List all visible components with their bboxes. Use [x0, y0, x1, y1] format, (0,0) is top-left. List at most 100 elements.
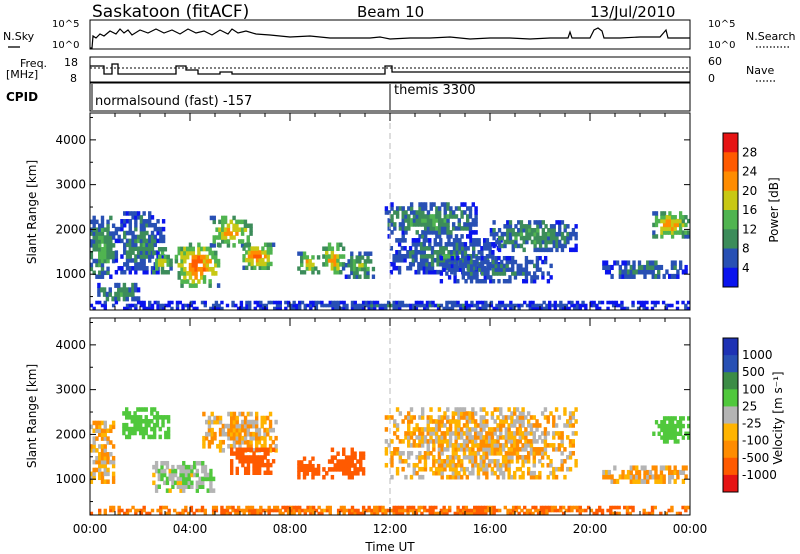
power-echo-cell	[221, 223, 225, 229]
power-echo-cell	[549, 224, 554, 229]
power-echo-cell	[536, 224, 540, 229]
power-echo-cell	[514, 303, 519, 308]
velocity-echo-cell	[218, 443, 223, 449]
power-echo-cell	[148, 242, 152, 248]
velocity-echo-cell	[241, 411, 245, 417]
power-echo-cell	[164, 303, 169, 308]
power-echo-cell	[242, 306, 246, 311]
power-echo-cell	[202, 266, 207, 272]
power-echo-cell	[131, 282, 135, 288]
velocity-echo-cell	[426, 439, 430, 444]
power-echo-cell	[602, 264, 606, 271]
power-echo-cell	[456, 255, 460, 261]
velocity-echo-cell	[496, 458, 500, 464]
power-echo-cell	[646, 264, 650, 271]
power-echo-cell	[128, 242, 132, 248]
velocity-echo-cell	[89, 475, 94, 481]
power-echo-cell	[363, 259, 367, 264]
power-echo-cell	[431, 303, 435, 308]
power-echo-cell	[214, 258, 218, 264]
power-echo-cell	[142, 254, 146, 259]
velocity-echo-cell	[375, 511, 380, 516]
power-echo-cell	[536, 306, 541, 311]
velocity-echo-cell	[309, 505, 313, 510]
power-echo-cell	[681, 215, 685, 220]
power-echo-cell	[469, 259, 474, 265]
velocity-echo-cell	[95, 448, 99, 453]
velocity-echo-cell	[535, 423, 539, 428]
velocity-echo-cell	[235, 439, 239, 445]
power-echo-cell	[544, 247, 548, 253]
power-echo-cell	[437, 218, 442, 223]
power-echo-cell	[214, 303, 219, 308]
power-echo-cell	[568, 247, 573, 253]
velocity-echo-cell	[515, 419, 520, 424]
velocity-echo-cell	[643, 478, 647, 484]
velocity-echo-cell	[203, 468, 208, 474]
power-echo-cell	[229, 219, 233, 225]
velocity-echo-cell	[210, 439, 214, 445]
power-echo-cell	[478, 300, 482, 305]
power-echo-cell	[527, 235, 532, 241]
power-echo-cell	[509, 303, 513, 308]
power-echo-cell	[273, 306, 277, 311]
velocity-echo-cell	[668, 423, 672, 429]
power-echo-cell	[358, 259, 362, 264]
power-echo-cell	[114, 250, 119, 255]
power-echo-cell	[188, 242, 193, 248]
power-echo-cell	[429, 226, 433, 231]
power-echo-cell	[325, 262, 329, 267]
velocity-echo-cell	[381, 508, 385, 513]
power-echo-cell	[517, 243, 521, 249]
power-echo-cell	[269, 261, 273, 267]
velocity-echo-cell	[109, 424, 113, 430]
velocity-echo-cell	[496, 439, 500, 444]
power-echo-cell	[397, 253, 402, 259]
velocity-echo-cell	[263, 462, 267, 468]
power-echo-cell	[253, 254, 257, 259]
power-echo-cell	[637, 269, 642, 275]
power-echo-cell	[142, 266, 146, 271]
power-echo-cell	[131, 296, 135, 302]
velocity-echo-cell	[234, 508, 238, 513]
velocity-echo-cell	[490, 470, 495, 476]
velocity-echo-cell	[485, 431, 489, 436]
power-echo-cell	[134, 246, 138, 251]
velocity-echo-cell	[266, 427, 270, 433]
power-echo-cell	[532, 278, 537, 284]
power-echo-cell	[175, 300, 180, 305]
power-echo-cell	[408, 261, 413, 267]
velocity-echo-cell	[510, 439, 514, 444]
power-echo-cell	[261, 246, 265, 251]
velocity-echo-cell	[676, 474, 680, 480]
velocity-echo-cell	[92, 428, 96, 434]
velocity-echo-cell	[460, 407, 464, 412]
power-echo-cell	[425, 306, 430, 311]
power-echo-cell	[686, 300, 691, 305]
velocity-echo-cell	[487, 458, 492, 464]
power-echo-cell	[103, 300, 107, 305]
velocity-echo-cell	[504, 431, 509, 436]
power-echo-cell	[443, 206, 447, 211]
x-tick-label: 08:00	[273, 522, 308, 536]
power-echo-cell	[360, 263, 365, 268]
power-echo-cell	[269, 250, 273, 255]
velocity-echo-cell	[229, 466, 234, 472]
velocity-echo-cell	[535, 419, 539, 424]
power-echo-cell	[139, 242, 144, 248]
power-echo-cell	[428, 238, 432, 243]
power-echo-cell	[423, 230, 428, 235]
velocity-echo-cell	[223, 511, 227, 516]
power-echo-cell	[544, 224, 548, 229]
velocity-echo-cell	[668, 478, 672, 484]
power-echo-cell	[482, 246, 487, 251]
power-echo-cell	[371, 266, 376, 272]
power-echo-cell	[342, 303, 346, 308]
power-echo-cell	[111, 243, 116, 248]
power-echo-cell	[421, 230, 425, 235]
power-echo-cell	[571, 227, 576, 233]
velocity-echo-cell	[302, 456, 307, 461]
velocity-echo-cell	[617, 511, 621, 516]
velocity-echo-cell	[485, 462, 489, 468]
power-echo-cell	[92, 247, 96, 252]
